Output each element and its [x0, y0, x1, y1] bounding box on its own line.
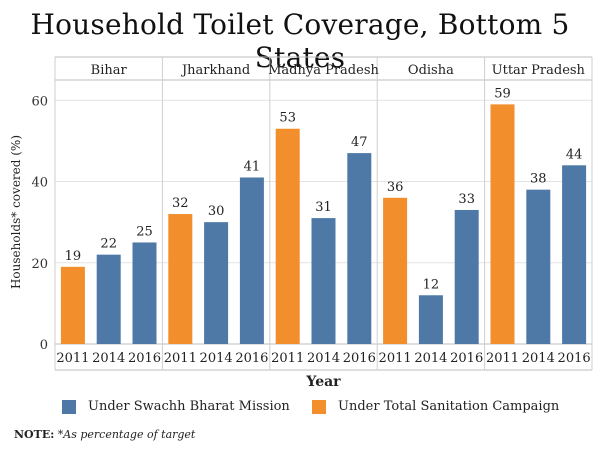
- x-tick-label: 2014: [92, 351, 125, 366]
- bar: [275, 128, 300, 344]
- footnote-text: *As percentage of target: [57, 428, 196, 441]
- legend-label-sbm: Under Swachh Bharat Mission: [88, 399, 290, 414]
- x-tick-label: 2011: [379, 351, 412, 366]
- y-axis-label: Households* covered (%): [9, 135, 23, 289]
- x-tick-label: 2011: [486, 351, 519, 366]
- bar: [311, 218, 336, 344]
- bar-value-label: 32: [172, 196, 189, 211]
- x-tick-label: 2014: [200, 351, 233, 366]
- x-tick-label: 2016: [235, 351, 268, 366]
- x-tick-label: 2016: [343, 351, 376, 366]
- y-tick-label: 20: [31, 257, 48, 272]
- bar-value-label: 53: [279, 111, 296, 126]
- panel-header-label: Uttar Pradesh: [492, 63, 586, 78]
- x-axis-label: Year: [305, 374, 341, 390]
- legend-item-tsc[interactable]: Under Total Sanitation Campaign: [312, 399, 559, 414]
- bar-value-label: 36: [387, 180, 404, 195]
- legend-item-sbm[interactable]: Under Swachh Bharat Mission: [62, 399, 290, 414]
- bar: [239, 177, 264, 344]
- bar: [204, 222, 229, 344]
- bar: [526, 189, 551, 344]
- bar-value-label: 41: [244, 159, 261, 174]
- bar-value-label: 22: [100, 237, 117, 252]
- bar-value-label: 33: [458, 192, 475, 207]
- bar-value-label: 44: [566, 147, 583, 162]
- bar: [96, 254, 121, 344]
- bar-value-label: 19: [65, 249, 82, 264]
- x-tick-label: 2016: [558, 351, 591, 366]
- bar-value-label: 59: [494, 86, 511, 101]
- bar: [168, 214, 193, 344]
- bar-value-label: 30: [208, 204, 225, 219]
- y-tick-label: 60: [31, 94, 48, 109]
- bar: [132, 242, 157, 344]
- bar-value-label: 25: [136, 224, 153, 239]
- x-tick-label: 2016: [450, 351, 483, 366]
- y-tick-label: 0: [40, 338, 48, 353]
- bar: [490, 104, 515, 344]
- y-tick-label: 40: [31, 176, 48, 191]
- panel-header-label: Bihar: [91, 63, 128, 78]
- x-tick-label: 2016: [128, 351, 161, 366]
- footnote: NOTE: *As percentage of target: [14, 428, 195, 441]
- bar: [418, 295, 443, 344]
- x-tick-label: 2014: [522, 351, 555, 366]
- footnote-label: NOTE:: [14, 428, 55, 441]
- bar: [562, 165, 587, 344]
- bar-value-label: 12: [423, 277, 440, 292]
- legend-label-tsc: Under Total Sanitation Campaign: [338, 399, 560, 414]
- panel-header-label: Madhya Pradesh: [268, 63, 379, 78]
- bar: [60, 266, 85, 344]
- panel-header-label: Odisha: [408, 63, 454, 78]
- panel-header-label: Jharkhand: [180, 63, 250, 78]
- bar: [454, 209, 479, 344]
- bar: [347, 153, 372, 344]
- x-tick-label: 2014: [307, 351, 340, 366]
- bar: [383, 197, 408, 344]
- legend-swatch-sbm: [62, 399, 76, 414]
- x-tick-label: 2011: [164, 351, 197, 366]
- x-tick-label: 2011: [56, 351, 89, 366]
- bar-value-label: 47: [351, 135, 368, 150]
- x-tick-label: 2011: [271, 351, 304, 366]
- bar-value-label: 31: [315, 200, 332, 215]
- legend-swatch-tsc: [312, 399, 326, 414]
- bar-value-label: 38: [530, 172, 547, 187]
- x-tick-label: 2014: [414, 351, 447, 366]
